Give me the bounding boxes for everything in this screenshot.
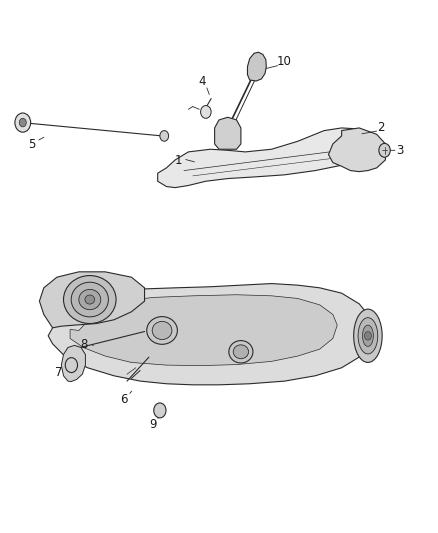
Ellipse shape — [362, 325, 373, 346]
Ellipse shape — [201, 106, 211, 118]
Polygon shape — [158, 128, 368, 188]
Text: 1: 1 — [175, 155, 183, 167]
Ellipse shape — [15, 113, 31, 132]
Ellipse shape — [233, 345, 249, 359]
Polygon shape — [70, 295, 337, 366]
Ellipse shape — [160, 131, 169, 141]
Text: 9: 9 — [149, 418, 157, 431]
Polygon shape — [247, 52, 266, 81]
Ellipse shape — [229, 341, 253, 363]
Polygon shape — [61, 345, 85, 382]
Ellipse shape — [64, 276, 116, 324]
Text: 4: 4 — [198, 75, 206, 87]
Text: 10: 10 — [276, 55, 291, 68]
Text: 8: 8 — [81, 338, 88, 351]
Ellipse shape — [358, 318, 378, 354]
Text: 6: 6 — [120, 393, 127, 406]
Text: 3: 3 — [396, 144, 403, 157]
Ellipse shape — [379, 143, 390, 157]
Ellipse shape — [79, 289, 101, 310]
Ellipse shape — [353, 309, 382, 362]
Ellipse shape — [19, 118, 26, 127]
Polygon shape — [48, 284, 372, 385]
Ellipse shape — [152, 321, 172, 340]
Ellipse shape — [71, 282, 109, 317]
Text: 7: 7 — [55, 366, 63, 378]
Polygon shape — [215, 117, 241, 149]
Ellipse shape — [364, 332, 371, 340]
Ellipse shape — [65, 358, 78, 373]
Polygon shape — [328, 128, 385, 172]
Text: 5: 5 — [28, 139, 35, 151]
Ellipse shape — [154, 403, 166, 418]
Ellipse shape — [147, 317, 177, 344]
Ellipse shape — [85, 295, 95, 304]
Polygon shape — [39, 272, 145, 328]
Text: 2: 2 — [377, 122, 385, 134]
